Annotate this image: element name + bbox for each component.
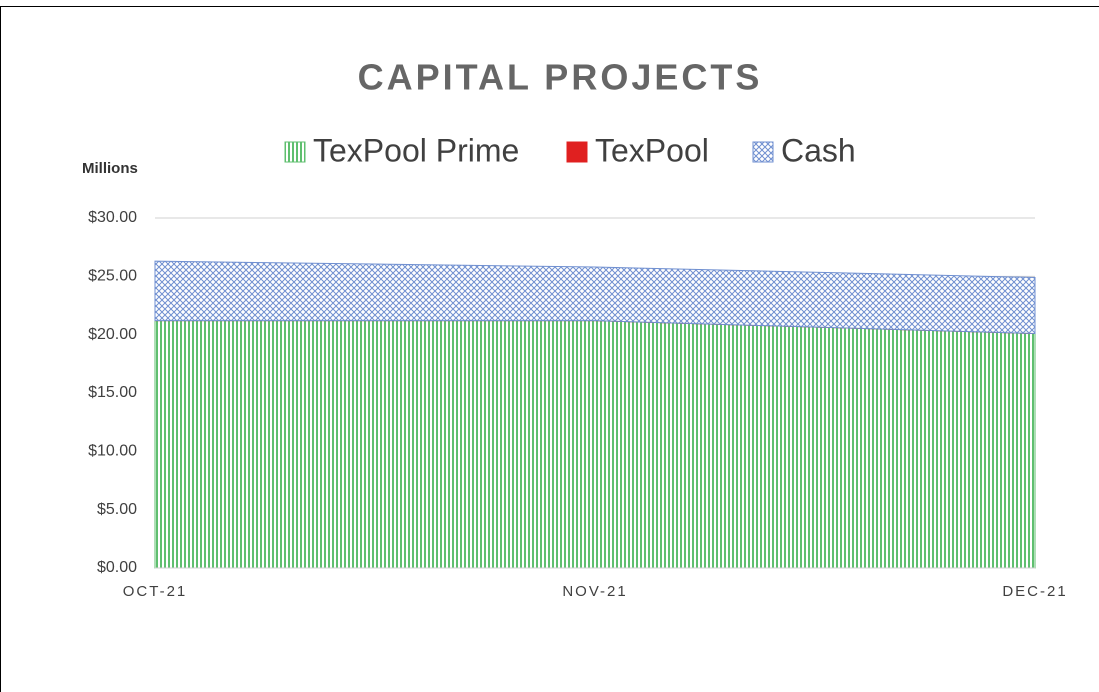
legend-swatch — [284, 141, 306, 163]
y-tick-label: $20.00 — [88, 326, 137, 343]
legend-swatch — [752, 141, 774, 163]
x-tick-label: OCT-21 — [123, 583, 188, 600]
area — [154, 260, 1036, 335]
chart-title: CAPITAL PROJECTS — [358, 57, 763, 98]
y-tick-label: $0.00 — [97, 559, 137, 576]
frame — [0, 6, 1099, 692]
y-tick-label: $30.00 — [88, 209, 137, 226]
y-axis-label: Millions — [82, 160, 138, 177]
area — [154, 320, 1036, 569]
legend-swatch — [566, 141, 588, 163]
legend-label: Cash — [781, 132, 856, 168]
x-tick-label: NOV-21 — [562, 583, 627, 600]
x-tick-label: DEC-21 — [1002, 583, 1067, 600]
y-tick-label: $25.00 — [88, 268, 137, 285]
y-tick-label: $5.00 — [97, 501, 137, 518]
legend-label: TexPool Prime — [313, 132, 519, 168]
y-tick-label: $15.00 — [88, 384, 137, 401]
y-tick-label: $10.00 — [88, 443, 137, 460]
legend-label: TexPool — [595, 132, 709, 168]
